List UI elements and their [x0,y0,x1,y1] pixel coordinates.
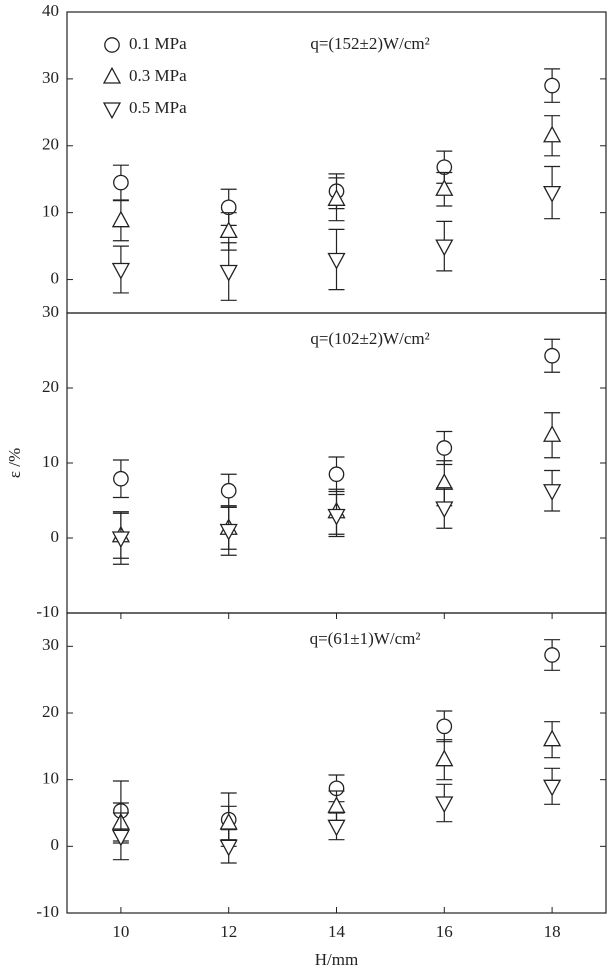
data-point [113,174,129,191]
y-tick-label: -10 [36,602,59,621]
data-point [543,425,562,442]
annotation: q=(61±1)W/cm² [310,629,421,648]
data-point [219,812,238,830]
legend-label: 0.5 MPa [129,98,187,117]
data-point [327,189,346,206]
y-tick-label: 30 [42,68,59,87]
data-point [113,470,129,487]
data-point [543,185,562,203]
y-tick-label: 10 [42,769,59,788]
data-point [544,77,560,94]
data-point [219,523,238,541]
data-point [543,729,562,747]
data-point [543,779,562,797]
data-point [436,718,453,735]
data-point [220,482,237,499]
data-point [111,531,130,549]
y-tick-label: 10 [42,202,59,221]
data-point [219,221,238,239]
data-point [219,839,238,857]
y-tick-label: 20 [42,135,59,154]
y-tick-label: 30 [42,302,59,321]
data-point [111,829,130,847]
y-tick-label: 30 [42,635,59,654]
data-point [543,484,562,501]
data-point [435,796,454,814]
x-tick-label: 12 [220,922,237,941]
annotation: q=(102±2)W/cm² [310,329,429,348]
data-point [327,252,346,270]
legend-marker [102,66,122,84]
y-tick-label: 0 [51,835,60,854]
y-tick-label: 20 [42,377,59,396]
data-point [436,440,453,456]
x-tick-label: 16 [436,922,453,941]
data-point [435,501,454,519]
data-point [327,796,346,813]
data-point [327,508,346,526]
data-point [327,819,346,837]
data-point [544,647,560,663]
y-tick-label: 10 [42,452,59,471]
y-tick-label: 20 [42,702,59,721]
data-point [219,264,238,282]
y-tick-label: 0 [51,527,60,546]
data-point [543,125,562,143]
data-point [111,210,130,228]
data-point [544,347,560,364]
data-point [435,749,454,767]
y-tick-label: 40 [42,1,59,20]
x-tick-label: 18 [544,922,561,941]
y-tick-label: -10 [36,902,59,921]
data-point [435,239,454,257]
data-point [328,466,345,483]
data-point [435,179,454,196]
legend-marker [104,37,120,53]
data-point [435,473,454,490]
x-tick-label: 10 [112,922,129,941]
y-axis-label: ε /% [5,448,24,478]
x-axis-label: H/mm [315,950,358,969]
data-point [111,262,130,280]
legend-label: 0.1 MPa [129,34,187,53]
y-tick-label: 0 [51,268,60,287]
legend-marker [102,102,122,120]
legend-label: 0.3 MPa [129,66,187,85]
plot-frame [66,612,607,914]
x-tick-label: 14 [328,922,346,941]
annotation: q=(152±2)W/cm² [310,34,429,53]
